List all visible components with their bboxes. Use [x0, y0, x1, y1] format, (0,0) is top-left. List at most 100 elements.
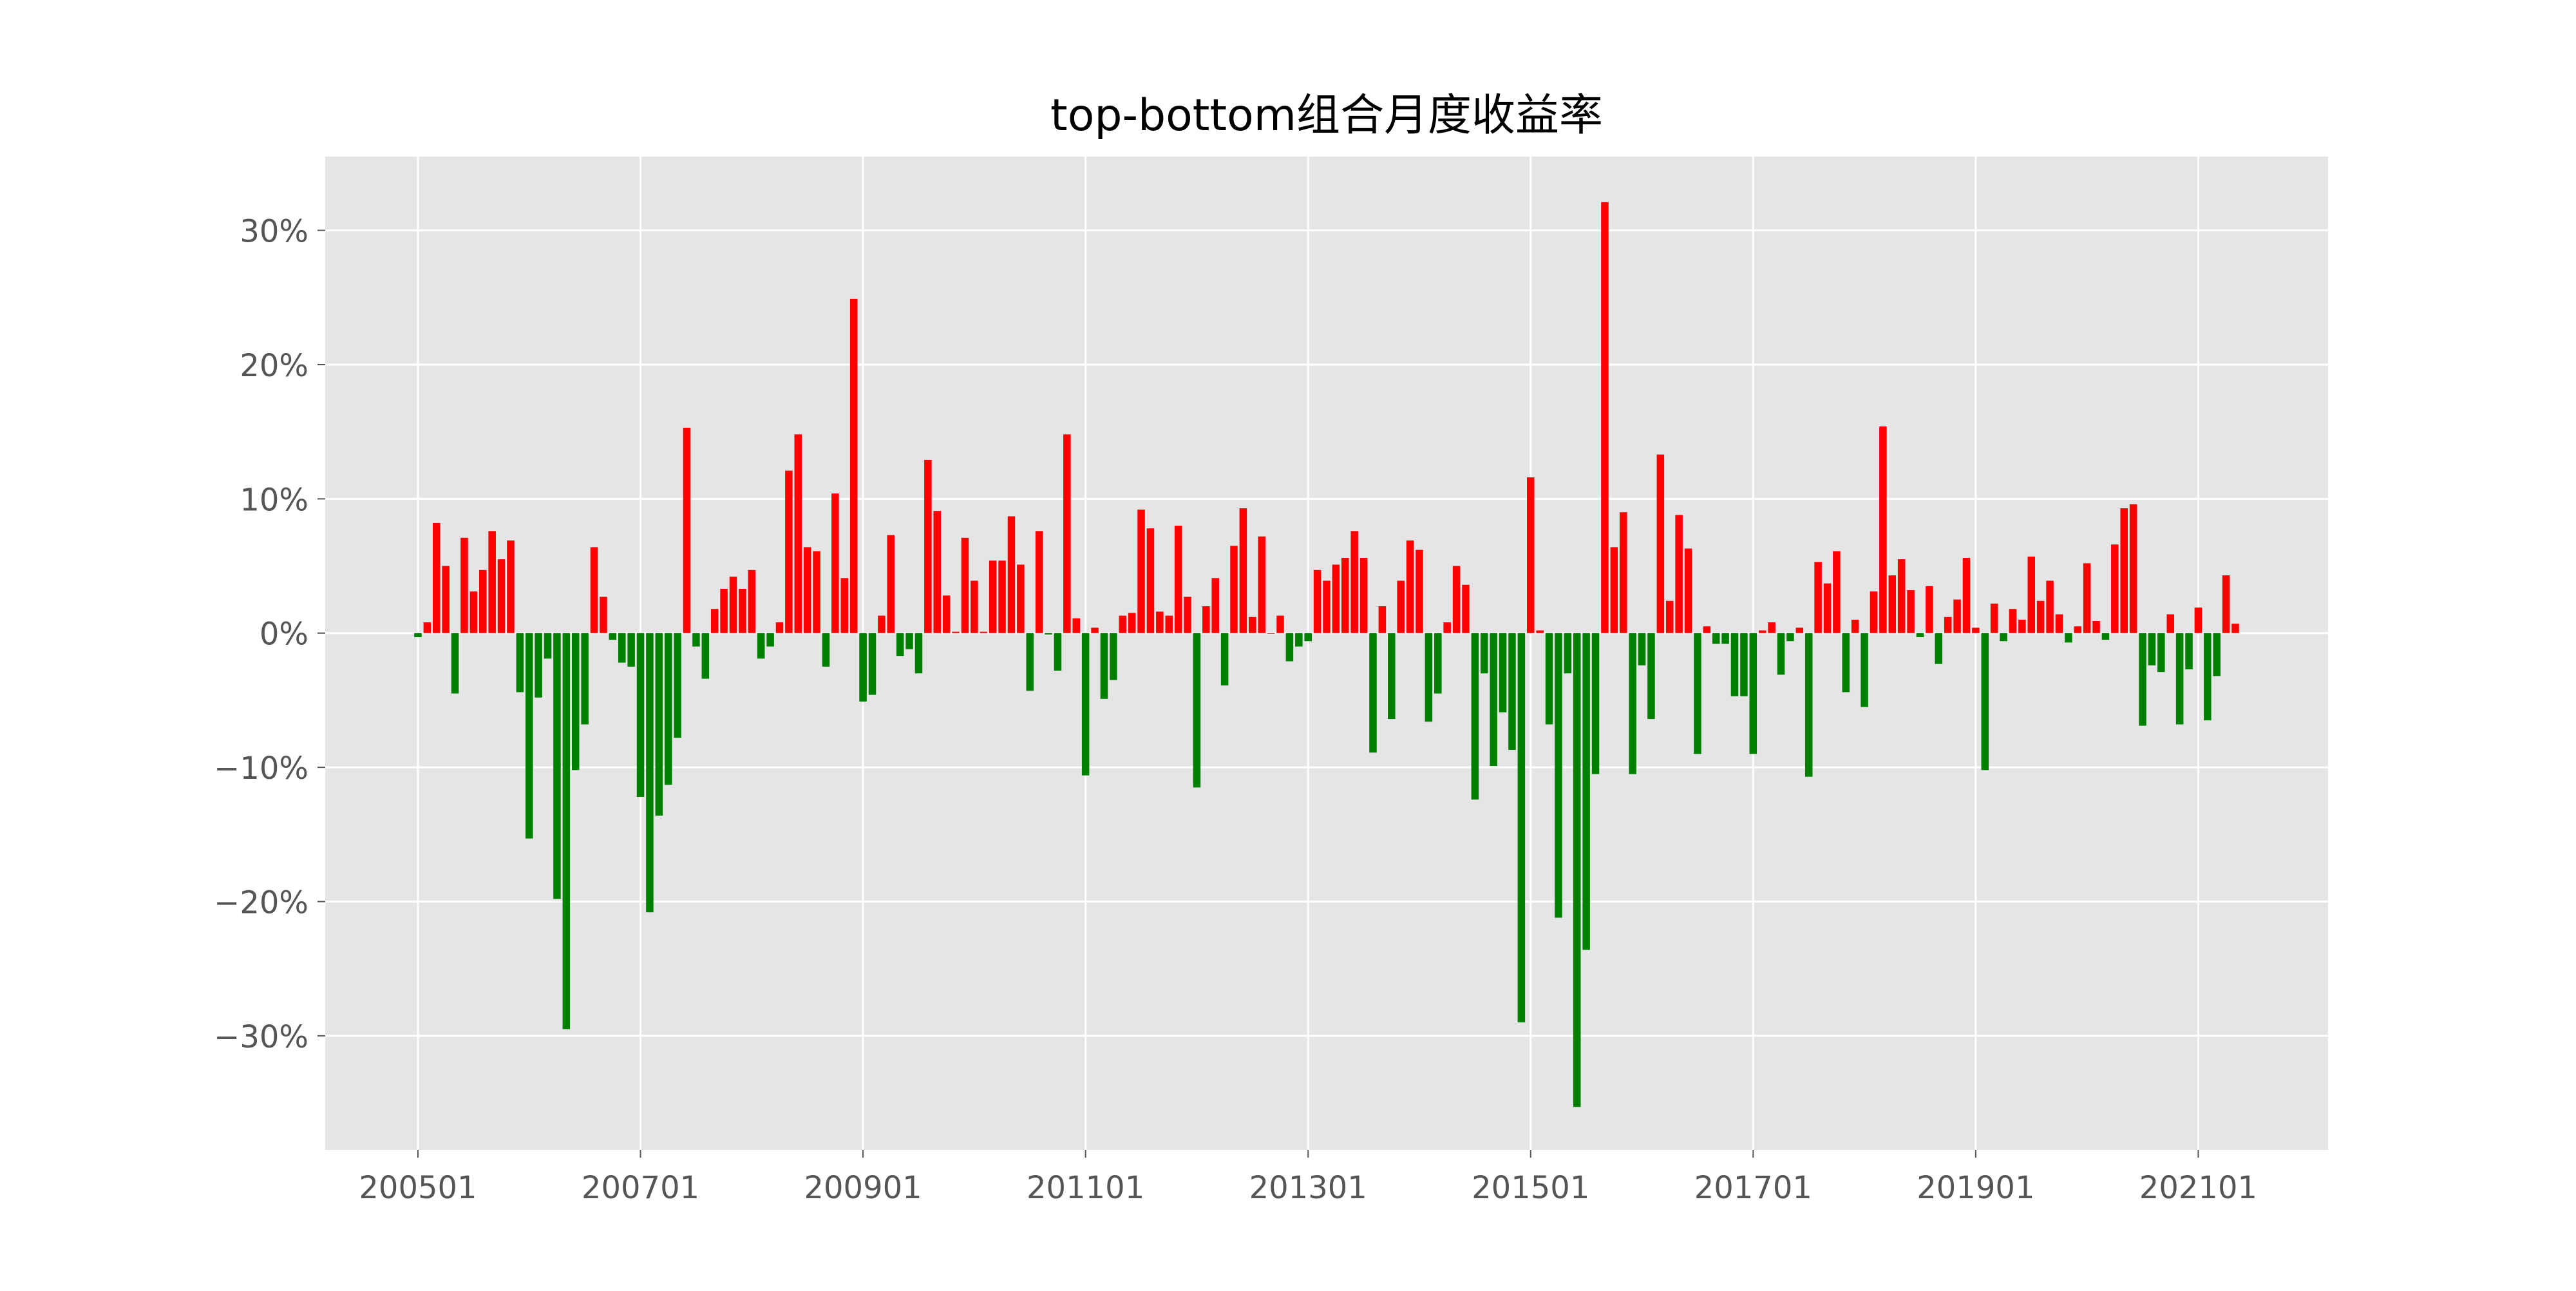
bar — [1823, 583, 1832, 633]
bar — [479, 569, 487, 633]
bar — [961, 537, 969, 633]
y-tick-label: 30% — [240, 214, 308, 250]
bar — [1072, 618, 1081, 633]
bar — [2213, 633, 2221, 676]
bar — [1481, 633, 1488, 674]
bar — [868, 633, 876, 695]
bar — [1174, 526, 1182, 633]
bar — [710, 609, 719, 633]
bar — [2092, 620, 2100, 633]
chart-title: top-bottom组合月度收益率 — [1050, 90, 1603, 141]
bar — [840, 578, 849, 633]
bar — [1258, 536, 1265, 633]
bar — [1879, 426, 1887, 633]
bar — [1786, 633, 1794, 642]
bar — [813, 551, 820, 633]
bar — [1285, 633, 1294, 662]
bar — [2194, 607, 2202, 633]
bar — [1295, 633, 1303, 647]
bar — [1054, 633, 1062, 671]
bar — [2000, 633, 2007, 642]
bar — [1916, 633, 1924, 637]
bar — [794, 434, 802, 633]
bar — [2046, 580, 2054, 633]
bar — [1425, 633, 1433, 722]
bar — [544, 633, 552, 659]
bar — [1397, 580, 1405, 633]
bar — [1406, 540, 1414, 633]
bar — [1656, 454, 1665, 633]
bar — [1443, 622, 1451, 633]
bar — [971, 580, 978, 633]
bar — [618, 633, 626, 663]
bar — [980, 631, 988, 633]
bar — [831, 493, 839, 633]
bar — [1091, 627, 1099, 633]
bar — [2231, 624, 2239, 633]
bar — [1323, 580, 1331, 633]
bar — [1647, 633, 1655, 720]
bar — [1499, 633, 1507, 712]
bar — [1638, 633, 1646, 665]
bar — [1146, 528, 1155, 633]
bar — [497, 559, 506, 633]
bar — [1536, 630, 1544, 633]
bar — [1712, 633, 1720, 644]
bar — [1045, 633, 1052, 635]
bar — [1267, 633, 1275, 634]
bar — [1990, 603, 1998, 633]
bar — [451, 633, 459, 694]
bar — [535, 633, 542, 698]
bars — [414, 202, 2239, 1107]
bar — [1888, 575, 1897, 633]
bar — [1462, 584, 1470, 633]
bar — [1350, 531, 1358, 633]
bar — [1861, 633, 1868, 707]
bar — [1128, 613, 1136, 633]
bar — [609, 633, 617, 640]
bar — [2185, 633, 2193, 670]
bar — [1684, 548, 1692, 633]
bar — [2074, 626, 2082, 633]
bar — [998, 560, 1006, 633]
y-tick-label: −30% — [214, 1019, 308, 1055]
bar — [766, 633, 774, 647]
bar — [2065, 633, 2072, 643]
bar — [1304, 633, 1312, 642]
y-tick-label: 20% — [240, 348, 308, 384]
bar — [1935, 633, 1943, 664]
bar — [1814, 562, 1822, 633]
bar — [600, 597, 607, 633]
y-axis-ticks: 30% 20% 10% 0% −10% −20% −30% — [214, 214, 325, 1055]
bar — [1981, 633, 1989, 770]
bar — [1703, 626, 1711, 633]
bar — [1359, 558, 1368, 633]
bar — [1369, 633, 1377, 753]
bar — [2120, 508, 2128, 633]
bar — [2055, 614, 2063, 633]
bar — [748, 569, 756, 633]
bar — [1582, 633, 1590, 950]
bar — [507, 540, 515, 633]
bar — [581, 633, 589, 725]
bar — [1378, 606, 1387, 633]
bar — [1416, 550, 1423, 633]
y-tick-label: 0% — [260, 617, 308, 653]
bar — [1239, 508, 1247, 633]
bar — [1907, 590, 1915, 633]
bar — [526, 633, 533, 839]
bar — [1573, 633, 1581, 1107]
bar — [905, 633, 913, 649]
bar — [803, 547, 811, 633]
bar — [701, 633, 710, 679]
bar — [933, 511, 942, 633]
bar — [1220, 633, 1229, 686]
bar — [1276, 615, 1284, 633]
bar — [442, 566, 450, 633]
bar — [516, 633, 524, 693]
bar — [2018, 619, 2026, 633]
bar — [1184, 597, 1191, 633]
bar — [1026, 633, 1034, 691]
bar — [664, 633, 672, 785]
